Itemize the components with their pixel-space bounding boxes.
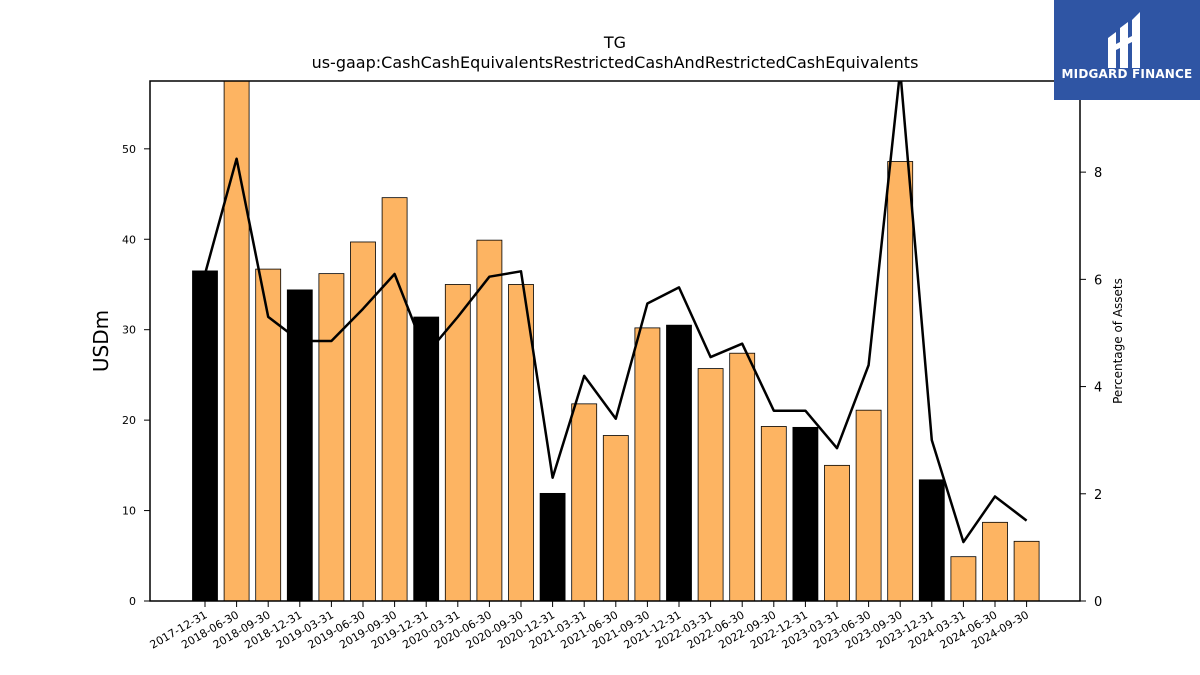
bar-2020-03-31 — [444, 284, 471, 602]
bar-2022-12-31 — [792, 426, 819, 602]
y2-axis-label: Percentage of Assets — [1111, 278, 1125, 404]
bar-2021-03-31 — [571, 403, 598, 602]
plot-frame — [149, 80, 1081, 602]
bar-2023-06-30 — [855, 409, 882, 602]
bar-2019-03-31 — [318, 273, 345, 602]
y2-tick-label: 8 — [1094, 166, 1102, 181]
bar-2024-06-30 — [982, 521, 1008, 602]
bar-2021-09-30 — [634, 327, 661, 602]
bar-2022-03-31 — [697, 368, 724, 602]
y-axis-label: USDm — [89, 310, 113, 372]
y2-tick-label: 0 — [1094, 595, 1102, 610]
bar-2021-12-31 — [666, 324, 692, 602]
y2-tick-label: 2 — [1094, 488, 1102, 503]
bar-2023-03-31 — [824, 464, 850, 602]
x-axis: 2017-12-312018-06-302018-09-302018-12-31… — [148, 601, 1031, 652]
bar-group — [192, 80, 1040, 602]
chart-subtitle: us-gaap:CashCashEquivalentsRestrictedCas… — [312, 53, 919, 72]
chart-title: TG — [603, 33, 626, 52]
logo-mark-icon — [1108, 12, 1140, 68]
bar-2020-12-31 — [539, 492, 566, 602]
y2-tick-label: 6 — [1094, 273, 1102, 288]
y2-tick-label: 4 — [1094, 381, 1102, 396]
bar-2019-12-31 — [413, 316, 440, 602]
y-tick-label: 10 — [122, 505, 136, 518]
bar-2017-12-31 — [192, 270, 218, 602]
bar-2020-06-30 — [476, 239, 503, 602]
y-tick-label: 50 — [122, 143, 136, 156]
right-axis: 0 2 4 6 8 — [1080, 166, 1102, 610]
y-tick-label: 30 — [122, 324, 136, 337]
logo-text: MIDGARD FINANCE — [1061, 67, 1193, 81]
bar-2019-06-30 — [350, 241, 376, 602]
bar-2021-06-30 — [602, 435, 629, 602]
bar-2023-09-30 — [887, 161, 914, 602]
bar-2022-06-30 — [729, 352, 756, 602]
percentage-line — [203, 81, 1028, 544]
line-group — [203, 81, 1028, 544]
bar-2023-12-31 — [918, 479, 945, 602]
bar-2019-09-30 — [381, 197, 408, 602]
bar-2024-03-31 — [950, 556, 977, 602]
y-tick-label: 20 — [122, 414, 136, 427]
left-axis: 0 10 20 30 40 50 — [122, 143, 150, 608]
bar-2024-09-30 — [1013, 540, 1040, 602]
y-tick-label: 40 — [122, 233, 136, 246]
midgard-finance-logo: MIDGARD FINANCE — [1054, 0, 1200, 100]
bar-2022-09-30 — [760, 426, 787, 602]
bar-2018-06-30 — [223, 80, 250, 602]
bar-2018-12-31 — [286, 289, 313, 602]
y-tick-label: 0 — [129, 595, 136, 608]
bar-2018-09-30 — [255, 268, 282, 602]
bar-2020-09-30 — [508, 284, 534, 602]
